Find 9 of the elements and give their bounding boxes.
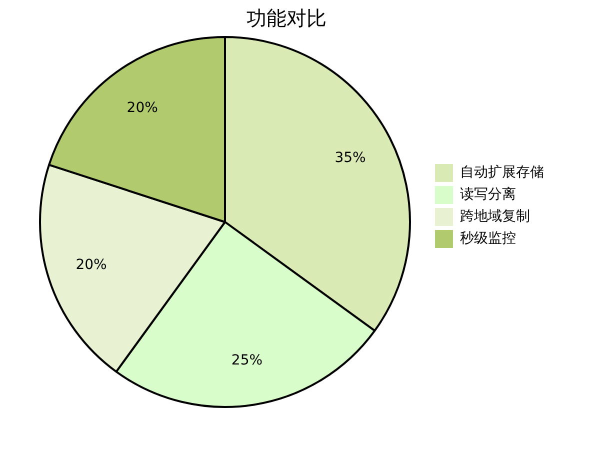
data-label: 20% bbox=[126, 100, 158, 116]
chart-title: 功能对比 bbox=[246, 6, 326, 30]
legend-label: 秒级监控 bbox=[460, 230, 516, 247]
legend-label: 跨地域复制 bbox=[460, 208, 530, 225]
legend-label: 读写分离 bbox=[460, 186, 516, 203]
legend-label: 自动扩展存储 bbox=[460, 164, 544, 181]
data-label: 20% bbox=[76, 257, 107, 274]
data-label: 35% bbox=[334, 150, 366, 166]
data-label: 25% bbox=[231, 352, 263, 369]
